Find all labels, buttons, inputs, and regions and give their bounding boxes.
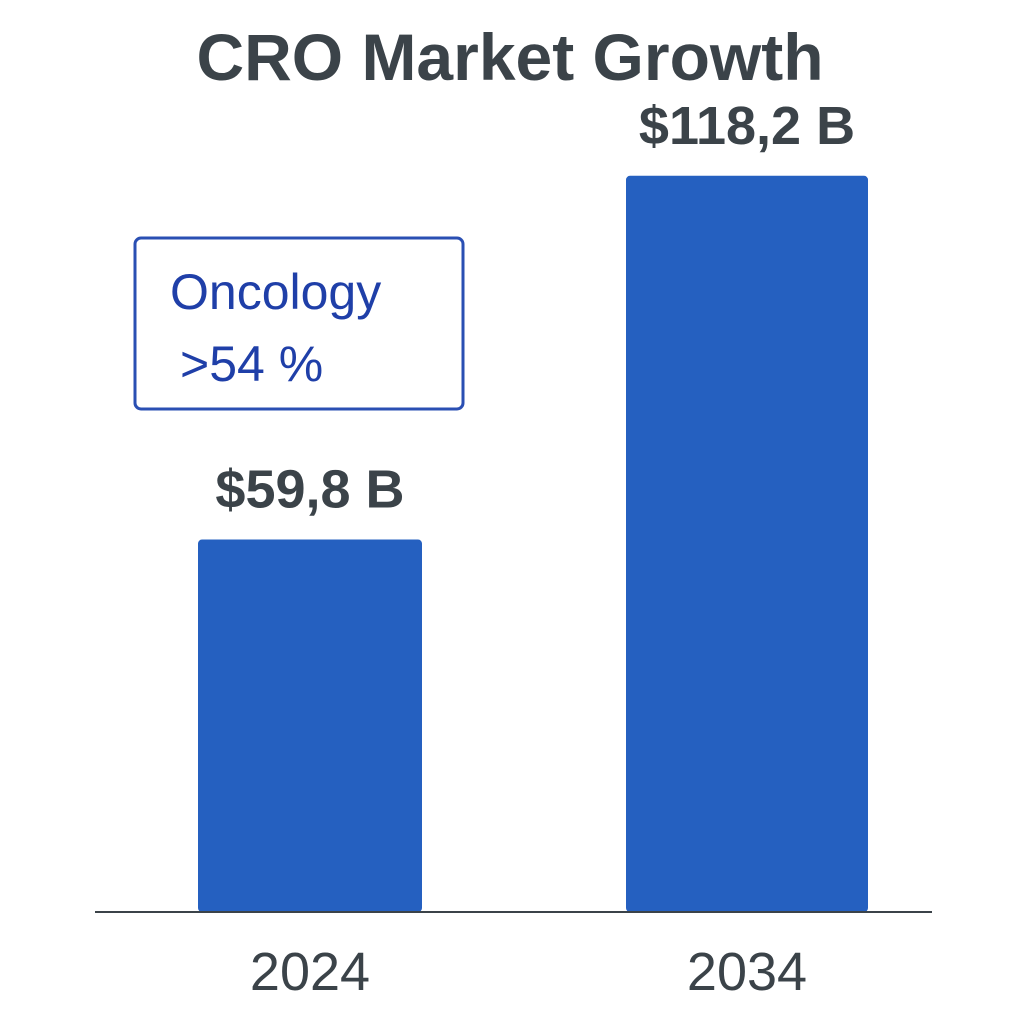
- bar-2024: [198, 539, 422, 912]
- chart-title: CRO Market Growth: [196, 20, 823, 94]
- x-tick-label-2034: 2034: [687, 942, 807, 1002]
- oncology-callout: Oncology >54 %: [133, 236, 465, 411]
- bars-layer: [198, 175, 868, 913]
- value-label-2024: $59,8 B: [215, 460, 404, 520]
- callout-line-1: Oncology: [170, 264, 381, 320]
- labels-layer: $59,8 B 2024 $118,2 B 2034: [215, 96, 855, 1002]
- callout-box: [133, 236, 465, 411]
- callout-line-2: >54 %: [180, 336, 323, 392]
- bar-2034: [626, 175, 868, 913]
- x-tick-label-2024: 2024: [250, 942, 370, 1002]
- value-label-2034: $118,2 B: [639, 96, 855, 156]
